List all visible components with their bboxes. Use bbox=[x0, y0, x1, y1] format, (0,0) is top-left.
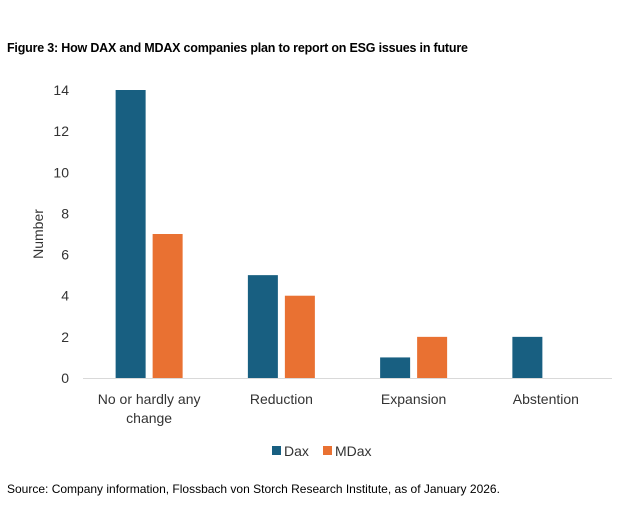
bar-mdax bbox=[284, 295, 315, 378]
x-category-label: No or hardly any bbox=[98, 391, 201, 407]
x-category-label: Abstention bbox=[513, 391, 579, 407]
x-category-label: change bbox=[126, 410, 172, 426]
bar-dax bbox=[247, 275, 278, 378]
y-tick-label: 12 bbox=[53, 123, 69, 139]
y-tick-label: 2 bbox=[61, 329, 69, 345]
bar-mdax bbox=[417, 336, 448, 378]
bar-dax bbox=[512, 336, 543, 378]
legend-swatch-dax bbox=[272, 446, 281, 455]
legend-swatch-mdax bbox=[323, 446, 332, 455]
legend-label: Dax bbox=[284, 443, 309, 459]
y-tick-label: 10 bbox=[53, 164, 69, 180]
y-axis-title: Number bbox=[30, 209, 46, 259]
y-tick-label: 14 bbox=[53, 82, 69, 98]
bar-mdax bbox=[152, 234, 183, 378]
bar-dax bbox=[380, 357, 411, 378]
y-tick-label: 6 bbox=[61, 247, 69, 263]
x-category-label: Expansion bbox=[381, 391, 446, 407]
x-category-label: Reduction bbox=[250, 391, 313, 407]
legend-label: MDax bbox=[335, 443, 372, 459]
bar-dax bbox=[115, 90, 146, 378]
source-note: Source: Company information, Flossbach v… bbox=[7, 482, 500, 496]
y-tick-label: 8 bbox=[61, 205, 69, 221]
chart-title: Figure 3: How DAX and MDAX companies pla… bbox=[7, 41, 468, 55]
y-tick-label: 4 bbox=[61, 288, 69, 304]
y-tick-label: 0 bbox=[61, 370, 69, 386]
